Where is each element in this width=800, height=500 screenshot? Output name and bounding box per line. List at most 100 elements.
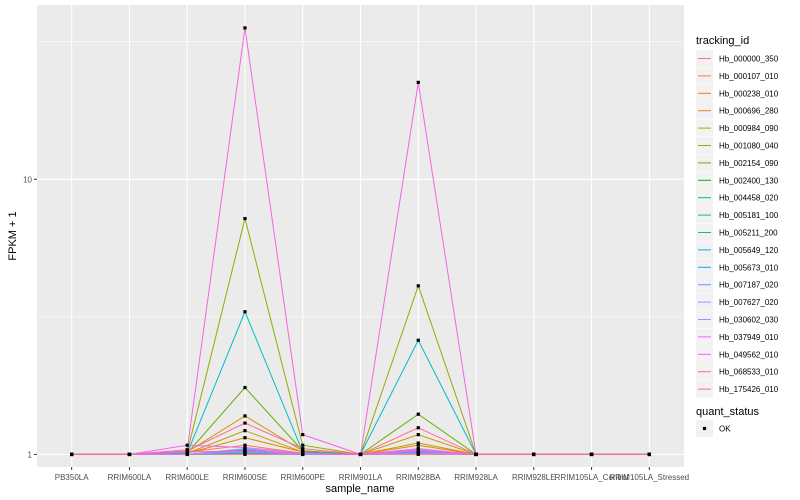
legend-item: Hb_007627_020 [696, 293, 779, 311]
legend-item: Hb_007187_020 [696, 276, 779, 294]
legend-label: Hb_000984_090 [719, 124, 779, 133]
legend-item: Hb_000000_350 [696, 50, 779, 67]
legend-shape-title: quant_status [696, 406, 759, 418]
x-tick-label: RRIM901LA [339, 473, 383, 482]
legend-item: Hb_005673_010 [696, 258, 779, 276]
legend-label: Hb_005649_120 [719, 246, 779, 255]
x-tick-label: RRIM105LA_Stressed [610, 473, 690, 482]
legend-label: OK [719, 425, 731, 434]
x-tick-label: RRIM928LE [512, 473, 556, 482]
legend-item: Hb_030602_030 [696, 311, 779, 328]
data-point [185, 443, 189, 447]
data-point [243, 310, 247, 314]
x-tick-label: RRIM600LE [165, 473, 209, 482]
data-point [301, 443, 305, 447]
y-axis-title: FPKM + 1 [7, 211, 19, 260]
legend-item: Hb_005211_200 [696, 224, 778, 241]
data-point [185, 449, 189, 453]
y-tick-label: 1 [28, 450, 33, 459]
legend-label: Hb_001080_040 [719, 142, 779, 151]
legend-label: Hb_000107_010 [719, 72, 779, 81]
legend-label: Hb_005673_010 [719, 263, 779, 272]
legend-label: Hb_068533_010 [719, 368, 779, 377]
x-tick-label: RRIM600PE [280, 473, 324, 482]
data-point [301, 451, 305, 455]
data-point [243, 443, 247, 447]
legend-item: Hb_000238_010 [696, 84, 779, 102]
legend-item: Hb_002400_130 [696, 171, 779, 189]
x-tick-label: RRIM105LA_Control [555, 473, 629, 482]
legend-shape-items: OK [696, 420, 731, 437]
data-point [243, 414, 247, 418]
legend-color-title: tracking_id [696, 35, 749, 47]
data-point [127, 452, 132, 457]
legend-label: Hb_030602_030 [719, 316, 779, 325]
legend-label: Hb_002154_090 [719, 159, 779, 168]
legend-label: Hb_049562_010 [719, 350, 779, 359]
legend-label: Hb_000696_280 [719, 107, 779, 116]
legend-point-marker [702, 426, 707, 431]
data-point [243, 445, 247, 450]
data-point [185, 452, 189, 457]
grid-layer [37, 5, 684, 467]
data-point [416, 338, 420, 342]
legend-label: Hb_007627_020 [719, 298, 779, 307]
data-point [532, 452, 536, 457]
legend-item: Hb_002154_090 [696, 154, 779, 172]
y-tick-label: 10 [23, 175, 32, 184]
legend-item: Hb_068533_010 [696, 363, 779, 381]
data-point [416, 451, 420, 455]
x-tick-label: RRIM600SE [223, 473, 267, 482]
legend-label: Hb_000238_010 [719, 89, 779, 98]
x-tick-label: RRIM600LA [108, 473, 152, 482]
legend-item: OK [696, 420, 731, 437]
data-point [474, 452, 478, 457]
data-point [301, 433, 305, 437]
legend-label: Hb_005181_100 [719, 211, 779, 220]
x-tick-label: RRIM928BA [396, 473, 441, 482]
data-point [243, 436, 247, 440]
legend-item: Hb_000984_090 [696, 119, 779, 137]
legend-label: Hb_004458_020 [719, 194, 779, 203]
data-point [243, 449, 247, 453]
data-point [647, 452, 651, 457]
legend-label: Hb_000000_350 [719, 55, 779, 64]
data-point [243, 429, 247, 433]
legend-item: Hb_001080_040 [696, 137, 779, 154]
data-point [416, 426, 420, 430]
x-axis-title: sample_name [325, 483, 394, 495]
x-tick-label: PB350LA [55, 473, 89, 482]
data-point [301, 446, 305, 451]
legend-item: Hb_037949_010 [696, 328, 779, 346]
legend-color-items: Hb_000000_350 Hb_000107_010 Hb_000238_010 H… [696, 50, 779, 398]
data-point [358, 452, 363, 457]
legend-label: Hb_037949_010 [719, 333, 779, 342]
data-point [243, 385, 247, 390]
data-point [416, 449, 420, 453]
legend-item: Hb_049562_010 [696, 345, 779, 363]
legend-label: Hb_007187_020 [719, 281, 779, 290]
data-point [70, 452, 74, 457]
legend-item: Hb_175426_010 [696, 380, 779, 398]
data-point [416, 443, 420, 447]
legend-label: Hb_175426_010 [719, 385, 779, 394]
data-point [416, 412, 420, 416]
legend: tracking_id Hb_000000_350Hb_000107_010Hb… [696, 35, 779, 437]
legend-item: Hb_005181_100 [696, 206, 779, 224]
data-point [416, 284, 420, 288]
legend-label: Hb_005211_200 [719, 229, 778, 238]
data-point [243, 26, 247, 30]
data-point [243, 216, 247, 221]
legend-item: Hb_000696_280 [696, 102, 779, 120]
axis-layer: 1 10 PB350LA RRIM600LA RRIM600LE RRIM600SE RRI… [23, 175, 689, 482]
data-point [589, 452, 594, 457]
data-point [416, 433, 420, 437]
data-point [416, 80, 420, 84]
legend-item: Hb_000107_010 [696, 67, 779, 85]
legend-item: Hb_005649_120 [696, 241, 779, 259]
points-layer [70, 26, 651, 457]
data-point [416, 441, 420, 445]
x-tick-label: RRIM928LA [454, 473, 498, 482]
